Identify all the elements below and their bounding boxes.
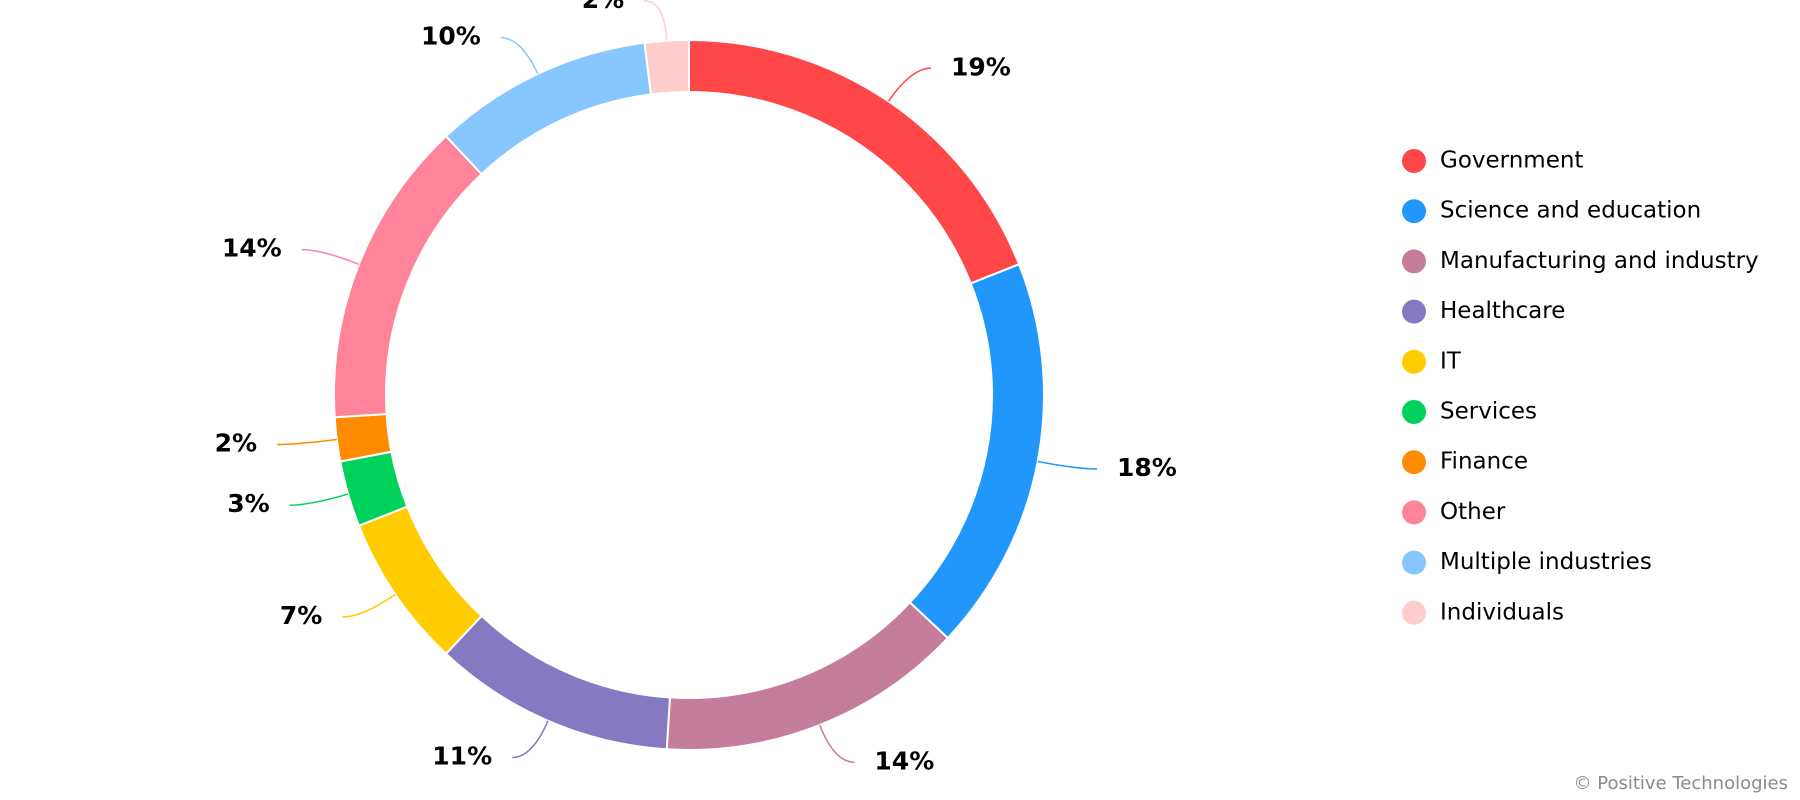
legend-marker[interactable] (1402, 600, 1426, 625)
slice[interactable] (643, 38, 690, 96)
slice[interactable] (908, 263, 1045, 640)
slice[interactable] (333, 412, 393, 463)
legend-label[interactable]: Multiple industries (1440, 549, 1652, 575)
data-label: 10% (421, 22, 481, 51)
connector (342, 593, 396, 618)
data-label: 2% (582, 0, 624, 14)
legend-label[interactable]: Services (1440, 399, 1537, 425)
credits: © Positive Technologies (1574, 773, 1788, 794)
connector (818, 724, 855, 764)
connector (512, 720, 549, 759)
slice[interactable] (357, 505, 483, 656)
legend-label[interactable]: Government (1440, 148, 1583, 174)
legend-label[interactable]: IT (1440, 348, 1462, 374)
slice[interactable] (665, 601, 950, 751)
legend-label[interactable]: Manufacturing and industry (1440, 248, 1759, 274)
legend-marker[interactable] (1402, 249, 1426, 274)
data-label: 18% (1117, 453, 1177, 482)
connector (301, 248, 360, 266)
data-label: 2% (215, 429, 257, 458)
legend-marker[interactable] (1402, 349, 1426, 374)
connector (277, 438, 337, 446)
data-label: 3% (227, 489, 269, 518)
data-label: 14% (874, 746, 934, 775)
legend-marker[interactable] (1402, 149, 1426, 173)
legend-label[interactable]: Individuals (1440, 599, 1564, 625)
connector (289, 493, 349, 506)
data-labels: 19% 18% 14% 11% 7% 3% 2% 14% 10% 2% (215, 0, 1177, 775)
legend-marker[interactable] (1402, 199, 1426, 224)
legend[interactable]: Government Science and education Manufactu… (1402, 148, 1759, 626)
legend-label[interactable]: Other (1440, 499, 1506, 525)
data-label: 19% (951, 52, 1011, 81)
legend-marker[interactable] (1402, 299, 1426, 324)
legend-marker[interactable] (1402, 400, 1426, 424)
connector (644, 0, 668, 41)
donut (333, 38, 1045, 751)
legend-marker[interactable] (1402, 500, 1426, 525)
legend-label[interactable]: Healthcare (1440, 298, 1565, 324)
slice[interactable] (444, 614, 672, 751)
legend-marker[interactable] (1402, 550, 1426, 575)
data-label: 11% (432, 742, 492, 771)
connector (887, 67, 932, 102)
data-label: 7% (280, 601, 322, 630)
connector (1037, 460, 1098, 470)
slice[interactable] (333, 134, 483, 419)
legend-marker[interactable] (1402, 450, 1426, 475)
legend-label[interactable]: Finance (1440, 449, 1528, 475)
data-label: 14% (222, 234, 282, 263)
connector (500, 36, 539, 75)
slice[interactable] (444, 41, 653, 176)
legend-label[interactable]: Science and education (1440, 198, 1701, 224)
